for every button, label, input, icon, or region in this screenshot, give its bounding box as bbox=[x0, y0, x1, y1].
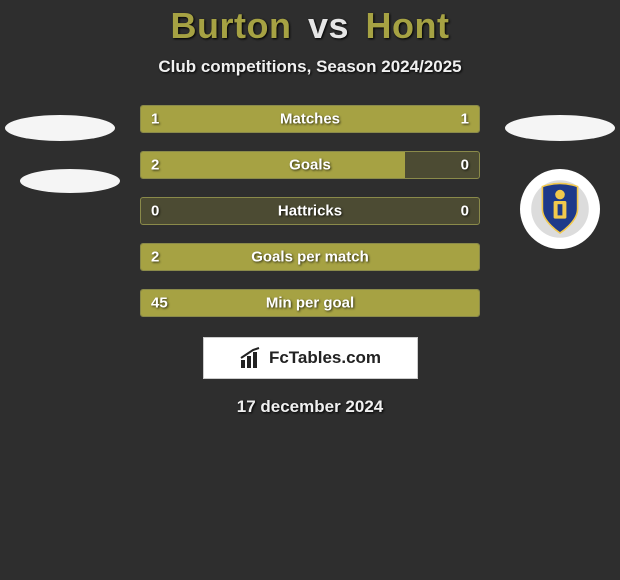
stats-zone: 1 Matches 1 2 Goals 0 0 Hattricks 0 2 Goals per ma… bbox=[0, 105, 620, 317]
stat-label: Goals per match bbox=[251, 249, 369, 266]
stat-value-right: 0 bbox=[461, 157, 469, 174]
club-badge bbox=[520, 169, 600, 249]
stat-label: Goals bbox=[289, 157, 331, 174]
team1-name: Burton bbox=[170, 5, 291, 46]
comparison-card: Burton vs Hont Club competitions, Season… bbox=[0, 0, 620, 417]
stat-label: Hattricks bbox=[278, 203, 342, 220]
stat-value-left: 45 bbox=[151, 295, 168, 312]
date-text: 17 december 2024 bbox=[0, 397, 620, 417]
bar-chart-icon bbox=[239, 346, 263, 370]
stat-bar: 0 Hattricks 0 bbox=[140, 197, 480, 225]
stat-value-left: 1 bbox=[151, 111, 159, 128]
stat-fill-left bbox=[141, 152, 405, 178]
decoration-ellipse bbox=[505, 115, 615, 141]
decoration-ellipse bbox=[20, 169, 120, 193]
vs-text: vs bbox=[308, 5, 349, 46]
shield-icon bbox=[528, 177, 592, 241]
brand-logo[interactable]: FcTables.com bbox=[203, 337, 418, 379]
stat-bar: 2 Goals per match bbox=[140, 243, 480, 271]
stat-bar: 2 Goals 0 bbox=[140, 151, 480, 179]
stat-label: Matches bbox=[280, 111, 340, 128]
stat-rows: 1 Matches 1 2 Goals 0 0 Hattricks 0 2 Goals per ma… bbox=[140, 105, 480, 317]
stat-value-right: 0 bbox=[461, 203, 469, 220]
decoration-ellipse bbox=[5, 115, 115, 141]
brand-text: FcTables.com bbox=[269, 348, 381, 368]
subtitle: Club competitions, Season 2024/2025 bbox=[0, 57, 620, 77]
stat-value-left: 2 bbox=[151, 157, 159, 174]
card-title: Burton vs Hont bbox=[0, 5, 620, 47]
stat-bar: 1 Matches 1 bbox=[140, 105, 480, 133]
stat-value-right: 1 bbox=[461, 111, 469, 128]
stat-value-left: 2 bbox=[151, 249, 159, 266]
stat-bar: 45 Min per goal bbox=[140, 289, 480, 317]
team2-name: Hont bbox=[366, 5, 450, 46]
stat-value-left: 0 bbox=[151, 203, 159, 220]
stat-label: Min per goal bbox=[266, 295, 354, 312]
